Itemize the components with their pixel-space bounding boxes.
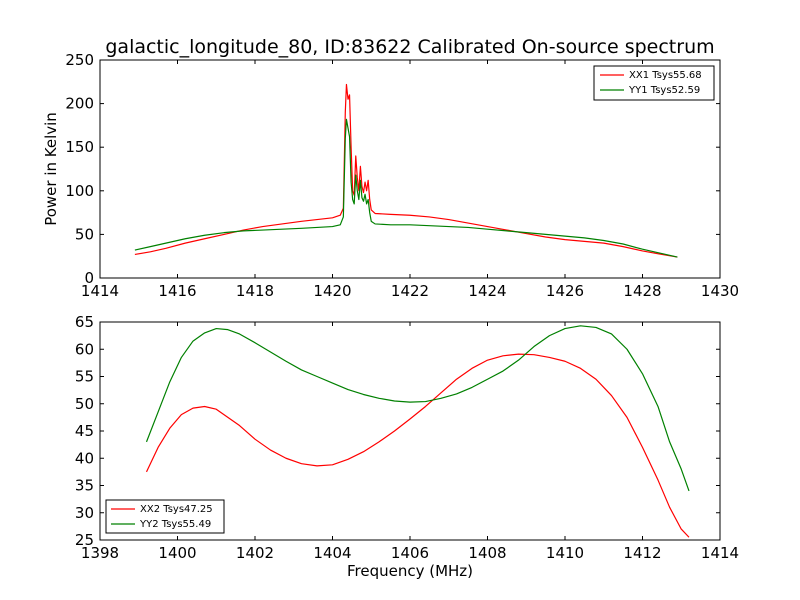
y-tick-label: 30 — [75, 504, 94, 522]
x-tick-label: 1424 — [468, 282, 506, 300]
series-line-xx1 — [134, 83, 678, 258]
y-tick-label: 45 — [75, 422, 94, 440]
x-tick-label: 1406 — [391, 544, 429, 562]
x-tick-label: 1420 — [313, 282, 351, 300]
x-tick-label: 1404 — [313, 544, 351, 562]
legend-label-yy2: YY2 Tsys55.49 — [139, 519, 211, 530]
legend-label-xx2: XX2 Tsys47.25 — [140, 504, 213, 515]
top-plot-frame — [99, 59, 721, 279]
x-tick-label: 1428 — [623, 282, 661, 300]
bottom-series-layer — [145, 325, 690, 538]
legend-box — [593, 65, 715, 101]
bottom-panel: Frequency (MHz) 1398 1400 1402 1404 1406 1408… — [75, 313, 739, 580]
series-line-xx2 — [145, 353, 690, 538]
series-line-yy1 — [134, 118, 678, 258]
y-tick-label: 50 — [75, 395, 94, 413]
y-tick-label: 150 — [65, 138, 94, 156]
x-tick-label: 1402 — [236, 544, 274, 562]
y-tick-label: 65 — [75, 313, 94, 331]
y-tick-label: 35 — [75, 477, 94, 495]
x-tick-label: 1426 — [546, 282, 584, 300]
series-line-yy2 — [145, 325, 690, 492]
x-tick-label: 1398 — [81, 544, 119, 562]
x-axis-label: Frequency (MHz) — [347, 562, 473, 580]
x-tick-label: 1416 — [158, 282, 196, 300]
y-tick-label: 60 — [75, 340, 94, 358]
x-tick-label: 1412 — [623, 544, 661, 562]
x-tick-label: 1400 — [158, 544, 196, 562]
y-tick-label: 200 — [65, 95, 94, 113]
legend-label-yy1: YY1 Tsys52.59 — [628, 85, 700, 96]
x-tick-label: 1418 — [236, 282, 274, 300]
y-tick-label: 25 — [75, 531, 94, 549]
x-tick-label: 1408 — [468, 544, 506, 562]
top-legend: XX1 Tsys55.68 YY1 Tsys52.59 — [593, 65, 715, 101]
bottom-plot-frame — [99, 321, 721, 541]
legend-label-xx1: XX1 Tsys55.68 — [629, 70, 702, 81]
x-tick-label: 1430 — [701, 282, 739, 300]
y-tick-label: 50 — [75, 225, 94, 243]
top-axis-ticks: 1414 1416 1418 1420 1422 1424 1426 1428 1430 0 50 1… — [65, 51, 739, 300]
x-tick-label: 1410 — [546, 544, 584, 562]
x-tick-label: 1422 — [391, 282, 429, 300]
x-tick-label: 1414 — [81, 282, 119, 300]
y-tick-label: 100 — [65, 182, 94, 200]
bottom-axis-ticks: 1398 1400 1402 1404 1406 1408 1410 1412 1414 25 30… — [75, 313, 739, 562]
x-tick-label: 1414 — [701, 544, 739, 562]
top-panel: galactic_longitude_80, ID:83622 Calibrat… — [42, 36, 739, 300]
top-series-layer — [134, 83, 678, 258]
y-tick-label: 0 — [84, 269, 94, 287]
bottom-legend: XX2 Tsys47.25 YY2 Tsys55.49 — [105, 499, 225, 534]
y-tick-label: 55 — [75, 368, 94, 386]
y-axis-label: Power in Kelvin — [42, 112, 60, 226]
legend-box — [105, 499, 225, 534]
y-tick-label: 40 — [75, 449, 94, 467]
chart-title: galactic_longitude_80, ID:83622 Calibrat… — [105, 36, 714, 58]
y-tick-label: 250 — [65, 51, 94, 69]
